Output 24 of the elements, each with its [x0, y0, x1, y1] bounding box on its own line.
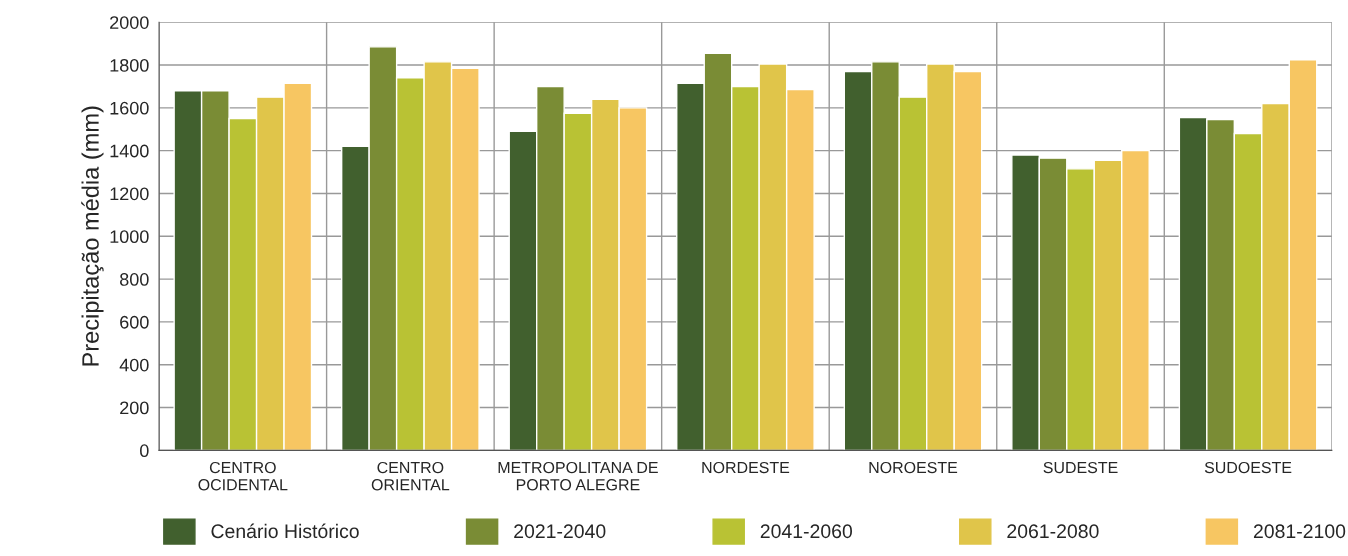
y-tick-label: 1800	[110, 58, 149, 72]
x-tick-label: SUDESTE	[1043, 461, 1118, 474]
legend-label: 2081-2100	[1253, 524, 1346, 539]
x-tick-label: NOROESTE	[869, 461, 958, 474]
legend-label: Cenário Histórico	[211, 523, 359, 539]
y-tick-label: 1600	[110, 101, 149, 115]
x-tick-label: CENTRO ORIENTAL	[371, 461, 450, 491]
x-tick-label: SUDOESTE	[1204, 461, 1292, 474]
legend-label: 2061-2080	[1007, 524, 1099, 539]
y-tick-label: 2000	[110, 16, 149, 29]
y-tick-label: 1000	[110, 230, 149, 244]
legend-label: 2021-2040	[514, 524, 606, 539]
y-tick-label: 400	[119, 358, 149, 372]
y-tick-label: 0	[140, 444, 149, 458]
x-tick-label: NORDESTE	[702, 461, 790, 474]
y-tick-label: 600	[120, 315, 149, 329]
y-tick-label: 1200	[110, 187, 149, 201]
y-axis-title: Precipitação média (mm)	[81, 106, 104, 366]
y-tick-label: 200	[120, 401, 149, 415]
y-tick-label: 1400	[110, 144, 149, 158]
y-tick-label: 800	[120, 273, 149, 286]
legend-label: 2041-2060	[760, 524, 853, 539]
x-tick-label: METROPOLITANA DE PORTO ALEGRE	[498, 461, 658, 491]
x-tick-label: CENTRO OCIDENTAL	[198, 461, 288, 491]
